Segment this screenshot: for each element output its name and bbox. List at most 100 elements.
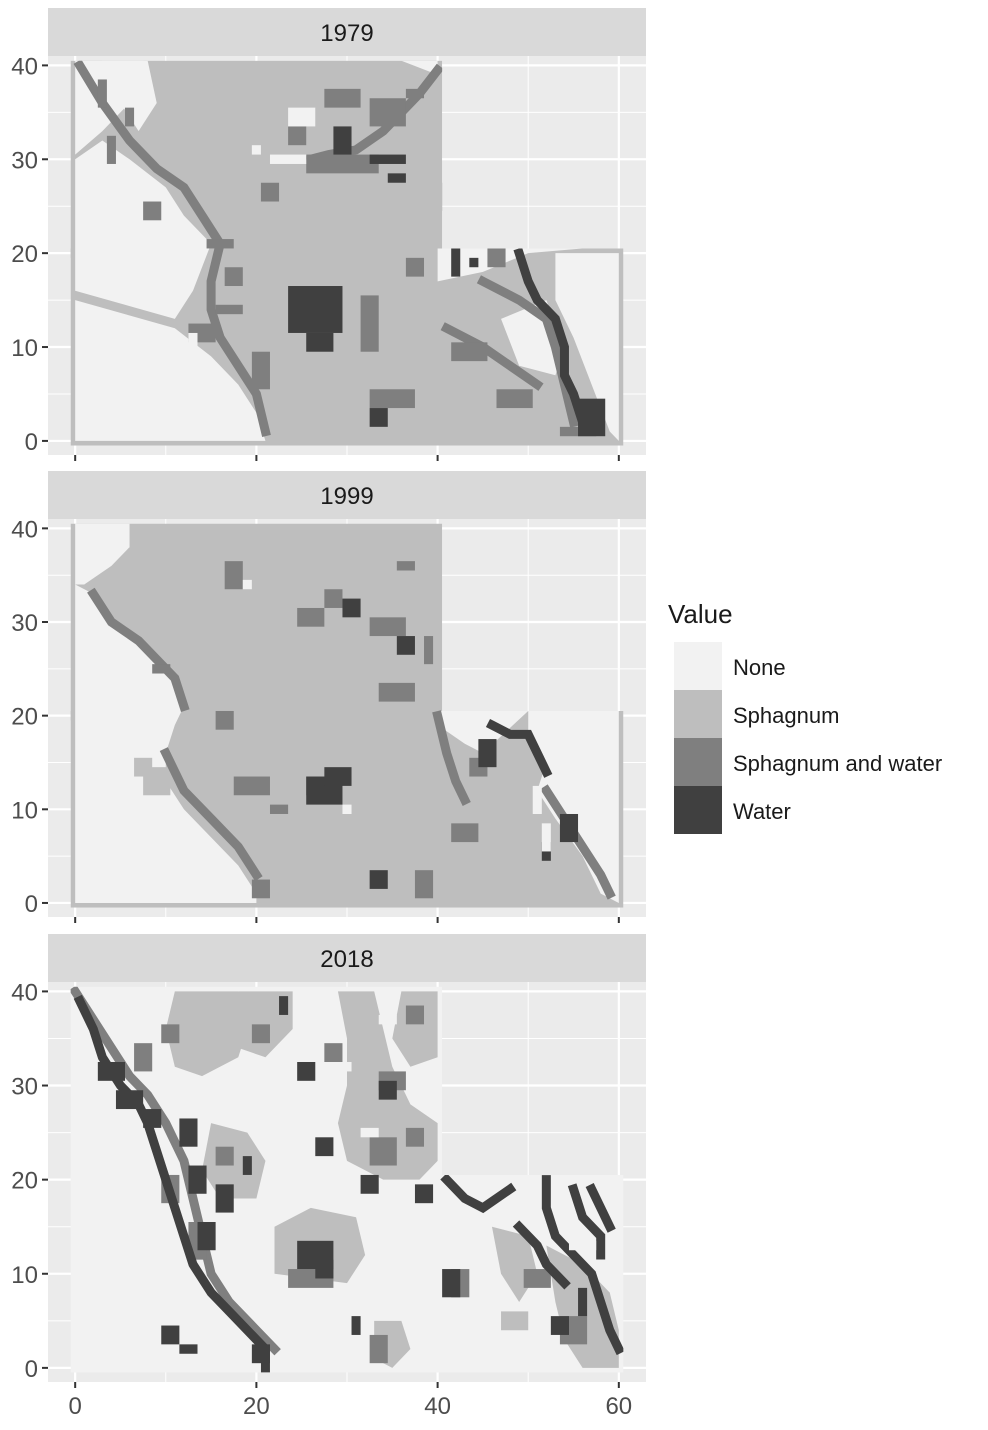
x-axis-ticks bbox=[74, 1382, 620, 1388]
raster-sphagnum-water-edge bbox=[476, 275, 579, 428]
raster-none-region bbox=[437, 710, 529, 754]
y-tick-label: 30 bbox=[11, 147, 38, 174]
raster-sphagnum-water-cells bbox=[424, 636, 434, 665]
raster-none-cells bbox=[269, 154, 307, 164]
facet-strip-label: 1979 bbox=[320, 20, 373, 47]
raster-none-cells bbox=[188, 332, 198, 352]
raster-sphagnum-water-cells bbox=[405, 257, 425, 277]
y-tick-label: 10 bbox=[11, 1262, 38, 1289]
study-area bbox=[70, 60, 624, 446]
raster-water-cells bbox=[215, 1184, 234, 1213]
raster-water-cells bbox=[242, 1156, 252, 1175]
raster-sphagnum-water-cells bbox=[324, 88, 361, 108]
facet-strip-label: 1999 bbox=[320, 483, 373, 510]
legend-key-sphagnum bbox=[674, 690, 722, 738]
raster-cells bbox=[70, 523, 624, 908]
raster-none-cells bbox=[568, 1240, 597, 1251]
y-tick-label: 20 bbox=[11, 241, 38, 268]
y-tick-label: 40 bbox=[11, 516, 38, 543]
raster-sphagnum-water-cells bbox=[378, 682, 415, 702]
raster-water-channel bbox=[513, 247, 589, 428]
raster-water-channel bbox=[541, 1175, 624, 1356]
legend-title: Value bbox=[668, 599, 733, 629]
y-axis: 0 10 20 30 40 bbox=[11, 53, 48, 456]
raster-water-channel bbox=[512, 1220, 571, 1290]
raster-none-region bbox=[401, 60, 438, 75]
raster-sphagnum-cells bbox=[134, 757, 153, 777]
raster-water-cells bbox=[197, 1222, 216, 1251]
raster-water-cells bbox=[251, 1344, 270, 1364]
raster-none-cells bbox=[288, 107, 316, 127]
raster-sphagnum-water-cells bbox=[324, 589, 343, 608]
y-tick-label: 40 bbox=[11, 979, 38, 1006]
raster-water-cells bbox=[378, 1080, 397, 1100]
raster-water-cells bbox=[550, 1316, 569, 1335]
y-tick-label: 0 bbox=[25, 429, 38, 456]
raster-none-cells bbox=[242, 579, 252, 590]
y-tick-label: 20 bbox=[11, 704, 38, 731]
raster-sphagnum-water-cells bbox=[360, 295, 379, 352]
raster-sphagnum-water-cells bbox=[224, 561, 243, 590]
raster-sphagnum-water-edge bbox=[440, 322, 544, 391]
raster-none-cells bbox=[559, 1212, 569, 1222]
raster-water-cells bbox=[396, 636, 415, 655]
raster-sphagnum-water-edge bbox=[159, 747, 263, 882]
raster-sphagnum-water-cells bbox=[487, 248, 506, 268]
raster-sphagnum-water-cells bbox=[251, 351, 270, 390]
x-tick-label: 60 bbox=[605, 1393, 632, 1420]
raster-sphagnum-water-cells bbox=[324, 1043, 343, 1062]
y-tick-label: 20 bbox=[11, 1168, 38, 1195]
raster-water-channel bbox=[585, 1183, 616, 1233]
y-axis: 0 10 20 30 40 bbox=[11, 979, 48, 1383]
raster-water-cells bbox=[414, 1184, 434, 1204]
legend-items: None Sphagnum Sphagnum and water Water bbox=[674, 642, 942, 834]
raster-none-cells bbox=[342, 804, 352, 814]
raster-water-channel bbox=[440, 1173, 517, 1214]
raster-sphagnum-water-cells bbox=[451, 823, 479, 843]
y-tick-label: 30 bbox=[11, 1074, 38, 1101]
raster-water-cells bbox=[315, 1137, 334, 1157]
raster-water-cells bbox=[387, 173, 406, 183]
raster-sphagnum-water-cells bbox=[369, 389, 415, 409]
study-area bbox=[70, 986, 624, 1373]
raster-none-region bbox=[75, 60, 144, 249]
raster-sphagnum-water-cells bbox=[451, 342, 488, 362]
raster-water-cells bbox=[442, 1269, 461, 1298]
y-tick-label: 10 bbox=[11, 797, 38, 824]
raster-sphagnum-water-cells bbox=[396, 561, 415, 571]
raster-water-cells bbox=[279, 996, 289, 1015]
raster-water-cells bbox=[306, 332, 334, 352]
raster-water-channel bbox=[567, 1183, 606, 1260]
raster-sphagnum-water-cells bbox=[251, 879, 270, 899]
raster-water-cells bbox=[297, 1062, 316, 1081]
raster-water-cells bbox=[333, 126, 352, 155]
study-area bbox=[70, 523, 624, 908]
raster-water-cells bbox=[360, 1174, 379, 1194]
raster-none-region bbox=[437, 248, 583, 282]
y-tick-label: 30 bbox=[11, 610, 38, 637]
raster-sphagnum-water-cells bbox=[143, 201, 162, 221]
raster-sphagnum-water-cells bbox=[215, 304, 243, 315]
raster-none-cells bbox=[469, 1240, 479, 1260]
raster-sphagnum-water-cells bbox=[405, 88, 425, 99]
raster-water-cells bbox=[324, 767, 352, 786]
raster-sphagnum-cells bbox=[523, 408, 551, 427]
y-tick-label: 10 bbox=[11, 335, 38, 362]
raster-sphagnum-water-cells bbox=[125, 107, 135, 127]
raster-none-cells bbox=[532, 785, 542, 814]
legend-key-none bbox=[674, 642, 722, 690]
raster-sphagnum-water-cells bbox=[206, 239, 234, 249]
raster-sphagnum-water-cells bbox=[523, 1269, 551, 1288]
raster-sphagnum-water-cells bbox=[233, 776, 270, 796]
raster-sphagnum-water-cells bbox=[369, 98, 406, 127]
raster-water-cells bbox=[342, 598, 361, 618]
raster-sphagnum-water-cells bbox=[269, 804, 289, 814]
raster-water-cells bbox=[188, 1165, 207, 1194]
raster-none-region bbox=[75, 300, 266, 441]
legend-label: Water bbox=[733, 799, 791, 824]
facet-panel-1999: 1999 0 10 20 30 40 bbox=[11, 471, 646, 923]
raster-sphagnum-water-cells bbox=[260, 182, 280, 202]
raster-sphagnum-water-cells bbox=[97, 79, 107, 108]
legend-key-water bbox=[674, 786, 722, 834]
